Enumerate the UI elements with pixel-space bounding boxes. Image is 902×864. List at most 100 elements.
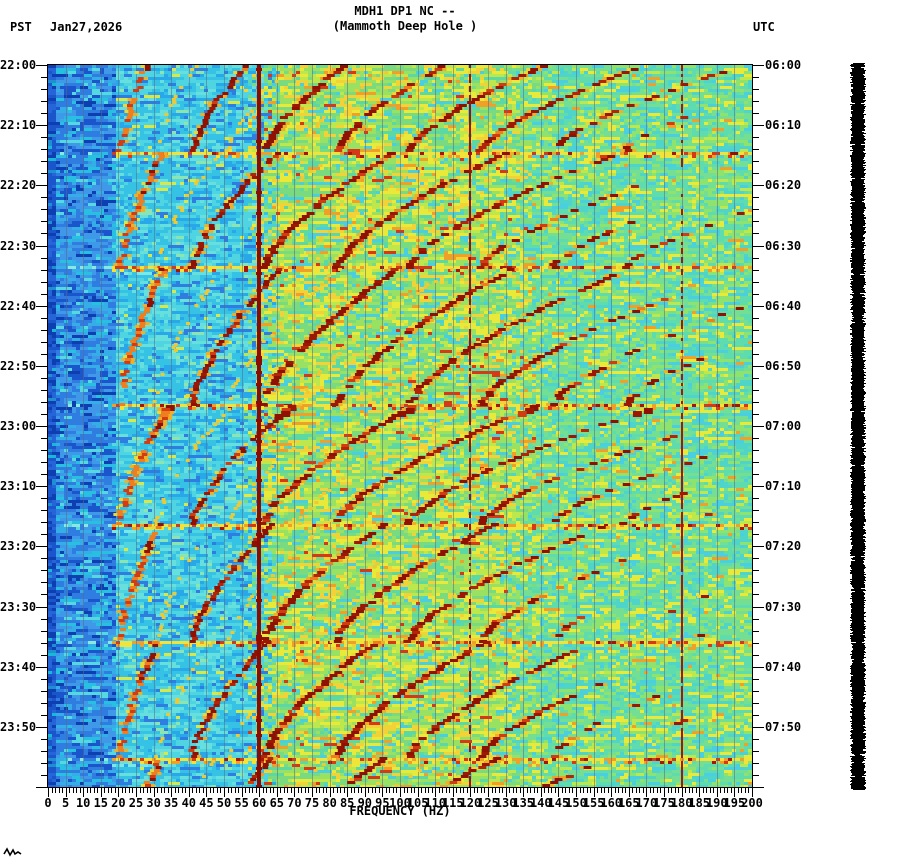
- tick-mark: [41, 402, 47, 403]
- tick-mark: [558, 788, 559, 797]
- tick-mark: [753, 510, 759, 511]
- tick-mark: [354, 788, 355, 793]
- tick-mark: [534, 788, 535, 793]
- tick-mark: [36, 667, 47, 668]
- tick-mark: [601, 788, 602, 793]
- tick-mark: [41, 137, 47, 138]
- tick-mark: [393, 788, 394, 793]
- tick-mark: [36, 546, 47, 547]
- tick-mark: [41, 77, 47, 78]
- tick-mark: [544, 788, 545, 793]
- freq-tick-label: 55: [234, 796, 249, 810]
- tick-mark: [242, 788, 243, 797]
- tick-mark: [753, 414, 759, 415]
- tick-mark: [41, 173, 47, 174]
- freq-tick-label: 50: [216, 796, 232, 810]
- tick-mark: [502, 788, 503, 793]
- tick-mark: [41, 414, 47, 415]
- tick-mark: [439, 788, 440, 793]
- tick-mark: [41, 101, 47, 102]
- tick-mark: [157, 788, 158, 793]
- tick-mark: [753, 691, 759, 692]
- tick-mark: [41, 450, 47, 451]
- tick-mark: [41, 679, 47, 680]
- tick-mark: [727, 788, 728, 793]
- tick-mark: [590, 788, 591, 793]
- tick-mark: [36, 65, 47, 66]
- tick-mark: [280, 788, 281, 793]
- date-label: Jan27,2026: [50, 20, 123, 34]
- tick-mark: [753, 643, 759, 644]
- tick-mark: [632, 788, 633, 793]
- freq-tick-label: 190: [705, 796, 728, 810]
- tick-mark: [118, 788, 119, 797]
- tick-mark: [41, 763, 47, 764]
- freq-tick-label: 140: [529, 796, 552, 810]
- tick-mark: [87, 788, 88, 793]
- tick-mark: [305, 788, 306, 793]
- left-axis-label: 23:10: [0, 479, 37, 494]
- tick-mark: [696, 788, 697, 793]
- tick-mark: [185, 788, 186, 793]
- tick-mark: [541, 788, 542, 797]
- tick-mark: [36, 366, 47, 367]
- tick-mark: [435, 788, 436, 797]
- tick-mark: [104, 788, 105, 793]
- tick-mark: [36, 787, 47, 788]
- tick-mark: [41, 438, 47, 439]
- tick-mark: [753, 522, 759, 523]
- tick-mark: [753, 703, 759, 704]
- tick-mark: [143, 788, 144, 793]
- tick-mark: [418, 788, 419, 797]
- tick-mark: [622, 788, 623, 793]
- tick-mark: [753, 77, 759, 78]
- freq-tick-label: 20: [111, 796, 126, 810]
- tick-mark: [653, 788, 654, 793]
- left-axis-label: 22:50: [0, 358, 37, 373]
- tick-mark: [594, 788, 595, 797]
- freq-tick-label: 70: [287, 796, 302, 810]
- tick-mark: [122, 788, 123, 793]
- tick-mark: [425, 788, 426, 793]
- tick-mark: [41, 258, 47, 259]
- tick-mark: [753, 438, 759, 439]
- tick-mark: [41, 703, 47, 704]
- tick-mark: [361, 788, 362, 793]
- tick-mark: [41, 570, 47, 571]
- tick-mark: [69, 788, 70, 793]
- tick-mark: [467, 788, 468, 793]
- tick-mark: [513, 788, 514, 793]
- tick-mark: [753, 667, 764, 668]
- tick-mark: [238, 788, 239, 793]
- tick-mark: [175, 788, 176, 793]
- tick-mark: [224, 788, 225, 797]
- tick-mark: [753, 462, 759, 463]
- tick-mark: [249, 788, 250, 793]
- freq-tick-label: 155: [582, 796, 605, 810]
- left-axis-label: 23:40: [0, 659, 37, 674]
- tick-mark: [576, 788, 577, 797]
- tick-mark: [52, 788, 53, 793]
- tick-mark: [284, 788, 285, 793]
- tick-mark: [604, 788, 605, 793]
- tick-mark: [753, 270, 759, 271]
- tick-mark: [41, 619, 47, 620]
- freq-tick-label: 65: [269, 796, 285, 810]
- tick-mark: [41, 318, 47, 319]
- tick-mark: [527, 788, 528, 793]
- tick-mark: [41, 462, 47, 463]
- freq-tick-label: 30: [146, 796, 161, 810]
- tick-mark: [59, 788, 60, 793]
- tick-mark: [629, 788, 630, 797]
- tick-mark: [41, 270, 47, 271]
- tick-mark: [330, 788, 331, 797]
- tick-mark: [36, 246, 47, 247]
- freq-tick-label: 195: [723, 796, 746, 810]
- tick-mark: [703, 788, 704, 793]
- tick-mark: [753, 306, 764, 307]
- tick-mark: [753, 390, 759, 391]
- freq-tick-label: 120: [459, 796, 482, 810]
- tick-mark: [41, 594, 47, 595]
- tick-mark: [41, 474, 47, 475]
- tick-mark: [41, 510, 47, 511]
